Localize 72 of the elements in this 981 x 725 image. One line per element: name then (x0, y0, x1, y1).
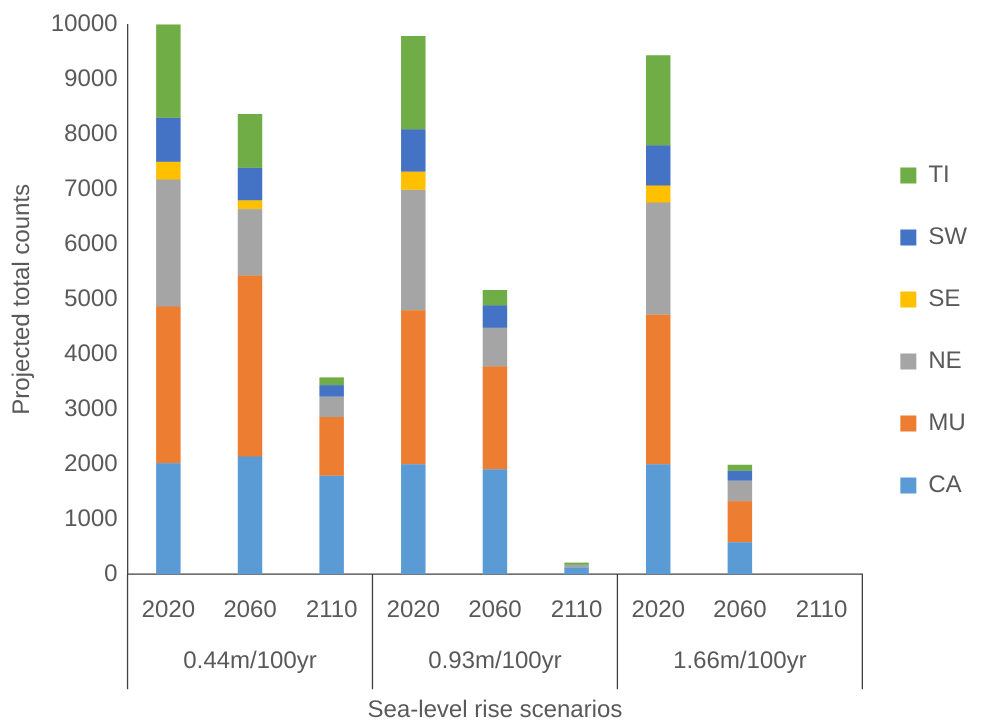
bar (238, 456, 262, 574)
y-tick-label: 2000 (64, 450, 118, 477)
bar (156, 118, 181, 162)
y-tick-label: 3000 (64, 394, 118, 422)
bar (646, 314, 670, 464)
bar (646, 464, 670, 574)
bar (401, 36, 426, 130)
bar (238, 209, 262, 276)
x-tick-label: 2060 (468, 596, 522, 624)
y-tick-label: 1000 (64, 504, 118, 532)
bar (728, 501, 752, 542)
y-tick-label: 5000 (64, 284, 118, 312)
bar (319, 396, 344, 417)
legend-label: MU (928, 409, 966, 436)
bar (728, 542, 752, 574)
legend-label: CA (928, 471, 962, 498)
bar (401, 310, 426, 464)
bar (646, 202, 670, 315)
bar (482, 469, 508, 574)
y-tick-label: 8000 (64, 120, 118, 147)
bar (401, 190, 426, 310)
bar (156, 306, 181, 464)
bar (728, 470, 752, 481)
y-tick-label: 7000 (64, 174, 118, 202)
legend-label: SW (928, 223, 968, 250)
bar (156, 24, 181, 118)
bar (646, 55, 670, 146)
y-tick-label: 0 (104, 560, 118, 587)
x-tick-label: 2020 (632, 596, 685, 624)
x-axis-title: Sea-level rise scenarios (368, 696, 622, 723)
bar (564, 564, 589, 568)
y-tick-label: 4000 (64, 340, 118, 367)
x-tick-label: 2060 (713, 596, 767, 624)
y-tick-label: 6000 (64, 230, 118, 257)
bar (319, 416, 344, 476)
bar (238, 168, 262, 200)
bar (482, 366, 508, 470)
text: 0.93m/100yr (428, 646, 562, 674)
bar (319, 385, 344, 397)
bar (156, 463, 181, 574)
x-tick-label: 2060 (223, 596, 277, 624)
x-tick-label: 2110 (306, 596, 358, 624)
x-tick-label: 2110 (550, 596, 602, 624)
bar (238, 200, 262, 210)
text: 0.44m/100yr (183, 646, 317, 674)
text: 1.66m/100yr (673, 646, 807, 674)
legend-label: SE (928, 285, 960, 312)
y-tick-label: 9000 (64, 65, 118, 92)
bar (482, 290, 508, 306)
bar (646, 145, 670, 186)
bar (156, 162, 181, 180)
x-tick-label: 2020 (386, 596, 440, 624)
bar (564, 568, 589, 574)
legend-label: NE (928, 347, 962, 374)
bar (401, 464, 426, 574)
y-tick-label: 10000 (50, 10, 118, 38)
x-tick-label: 2110 (796, 596, 848, 624)
bar (401, 129, 426, 172)
x-tick-label: 2020 (142, 596, 196, 624)
bar (646, 185, 670, 203)
bar (728, 464, 752, 471)
bar (156, 179, 181, 306)
bar (319, 476, 344, 574)
bar (482, 305, 508, 328)
y-axis-title: Projected total counts (8, 184, 36, 415)
bar (238, 114, 262, 168)
bar (728, 480, 752, 502)
bar (482, 328, 508, 366)
bar (319, 377, 344, 386)
legend-label: TI (928, 161, 950, 188)
bar (401, 172, 426, 190)
bar (238, 276, 262, 457)
